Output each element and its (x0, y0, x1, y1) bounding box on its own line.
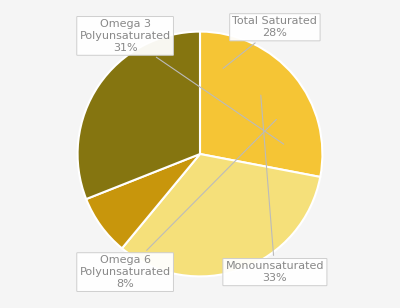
Wedge shape (78, 32, 200, 199)
Text: Omega 3
Polyunsaturated
31%: Omega 3 Polyunsaturated 31% (80, 19, 284, 144)
Text: Monounsaturated
33%: Monounsaturated 33% (226, 95, 324, 283)
Wedge shape (122, 154, 320, 276)
Text: Omega 6
Polyunsaturated
8%: Omega 6 Polyunsaturated 8% (80, 120, 276, 289)
Wedge shape (200, 32, 322, 177)
Wedge shape (86, 154, 200, 248)
Text: Total Saturated
28%: Total Saturated 28% (223, 16, 317, 68)
